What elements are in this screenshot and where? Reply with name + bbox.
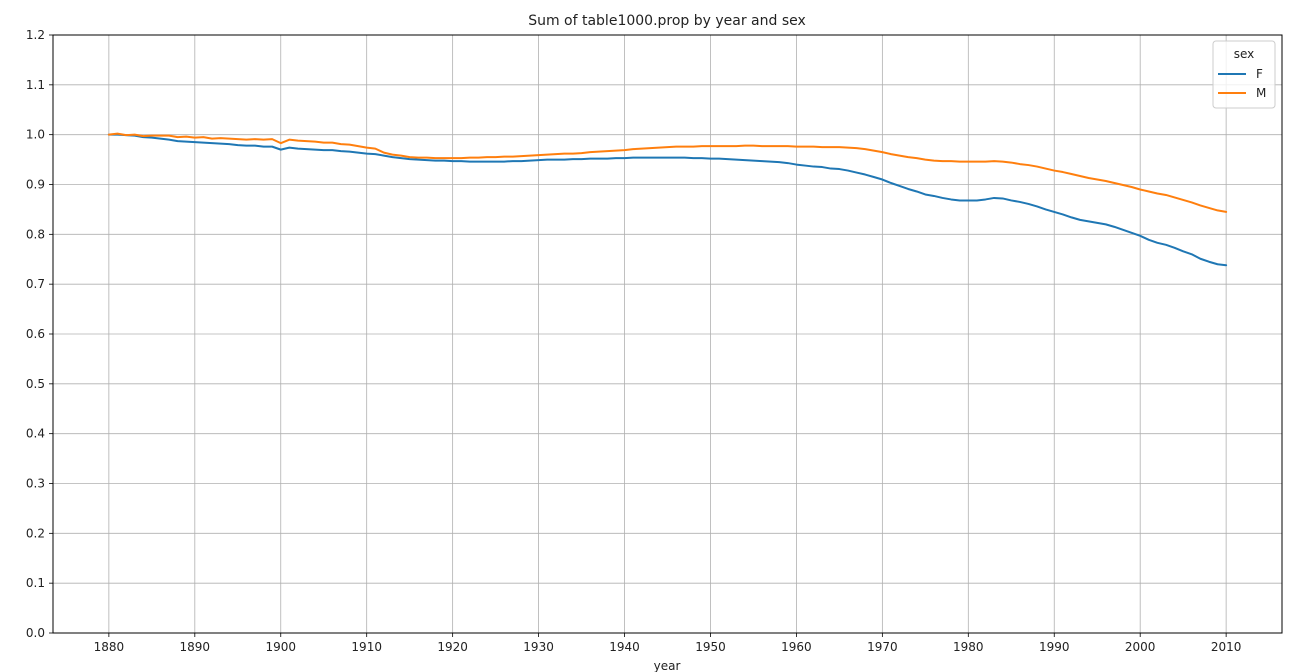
series-lines — [107, 132, 1228, 267]
legend-label-m: M — [1256, 86, 1266, 100]
y-tick-label: 0.8 — [26, 227, 45, 241]
legend: sex F M — [1212, 40, 1276, 109]
y-tick-label: 0.2 — [26, 526, 45, 540]
x-axis-label: year — [654, 659, 681, 672]
x-axis: 1880 1890 1900 1910 1920 1930 1940 1950 1960 1970… — [94, 633, 1242, 654]
y-tick-label: 0.3 — [26, 477, 45, 491]
x-tick-label: 1970 — [867, 640, 898, 654]
x-tick-label: 1910 — [351, 640, 382, 654]
y-tick-label: 1.1 — [26, 78, 45, 92]
x-tick-label: 1890 — [180, 640, 211, 654]
grid — [53, 34, 1282, 634]
series-line-m — [107, 132, 1228, 213]
y-tick-label: 0.9 — [26, 178, 45, 192]
chart-title: Sum of table1000.prop by year and sex — [528, 13, 806, 29]
x-tick-label: 1930 — [523, 640, 554, 654]
x-tick-label: 2000 — [1125, 640, 1156, 654]
x-tick-label: 2010 — [1211, 640, 1242, 654]
x-tick-label: 1980 — [953, 640, 984, 654]
y-tick-label: 0.0 — [26, 626, 45, 640]
x-tick-label: 1920 — [437, 640, 468, 654]
y-tick-label: 0.1 — [26, 576, 45, 590]
y-axis: 0.0 0.1 0.2 0.3 0.4 0.5 0.6 0.7 0.8 0.9 1.0 1.1 1.2 — [26, 28, 53, 640]
y-tick-label: 0.5 — [26, 377, 45, 391]
x-tick-label: 1940 — [609, 640, 640, 654]
legend-label-f: F — [1256, 67, 1263, 81]
x-tick-label: 1880 — [94, 640, 125, 654]
y-tick-label: 1.2 — [26, 28, 45, 42]
series-line-f — [107, 133, 1228, 267]
x-tick-label: 1950 — [695, 640, 726, 654]
y-tick-label: 1.0 — [26, 128, 45, 142]
legend-title: sex — [1234, 47, 1255, 61]
y-tick-label: 0.7 — [26, 277, 45, 291]
y-tick-label: 0.4 — [26, 427, 45, 441]
y-tick-label: 0.6 — [26, 327, 45, 341]
x-tick-label: 1990 — [1039, 640, 1070, 654]
x-tick-label: 1960 — [781, 640, 812, 654]
x-tick-label: 1900 — [265, 640, 296, 654]
